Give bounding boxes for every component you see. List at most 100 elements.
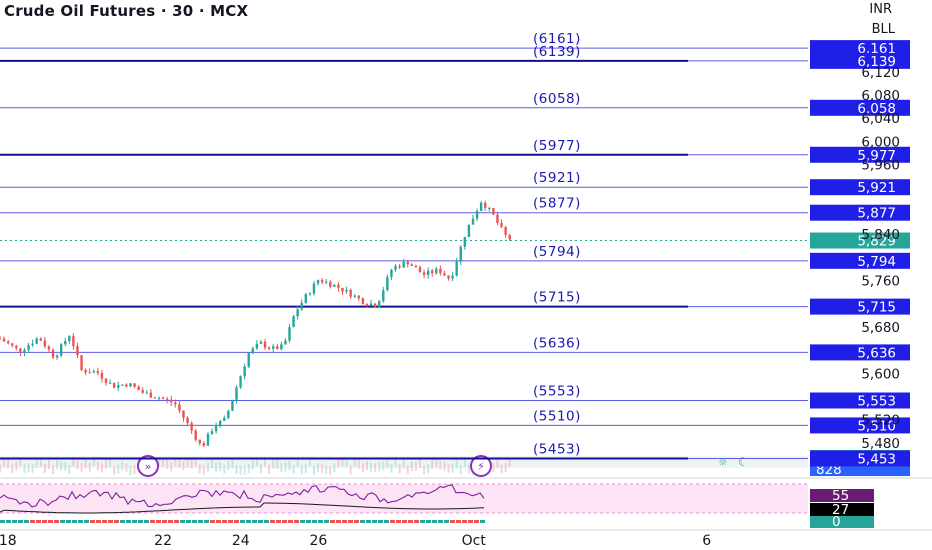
candle-body	[394, 265, 397, 270]
volume-bar	[357, 459, 360, 469]
trend-strip	[300, 520, 305, 523]
date-tick-18: 18	[0, 533, 17, 549]
volume-bar	[170, 462, 173, 472]
volume-bar	[386, 459, 389, 469]
candle-body	[447, 275, 450, 279]
candle-body	[223, 417, 226, 421]
candle-body	[292, 316, 295, 328]
volume-bar	[455, 459, 458, 469]
candle-body	[145, 392, 148, 394]
volume-bar	[365, 461, 368, 471]
volume-bar	[370, 462, 373, 472]
candle-body	[471, 218, 475, 225]
moon-icon: ☾	[738, 455, 749, 469]
trend-strip	[222, 520, 227, 523]
trend-strip	[234, 520, 239, 523]
candle-body	[170, 399, 173, 403]
volume-bar	[439, 460, 442, 470]
trend-strip	[288, 520, 293, 523]
candle-body	[133, 383, 136, 387]
candle-body	[479, 202, 483, 211]
level-tag-5715: 5,715	[857, 300, 896, 316]
candle-body	[112, 382, 116, 388]
volume-bar	[223, 464, 226, 474]
volume-bar	[15, 461, 18, 471]
candle-body	[84, 370, 87, 373]
candle-body	[337, 284, 340, 288]
rsi-tag-2: 27	[832, 502, 849, 518]
volume-bar	[292, 464, 295, 474]
rsi-signal-line	[0, 502, 485, 514]
volume-bar	[500, 464, 503, 474]
volume-pane: »⚡☼☾830828	[0, 449, 910, 478]
chart-title: Crude Oil Futures · 30 · MCX	[4, 2, 249, 20]
volume-bar	[182, 461, 185, 471]
volume-bar	[467, 464, 470, 474]
candle-body	[373, 303, 377, 307]
volume-bar	[361, 463, 364, 473]
volume-bar	[317, 463, 320, 473]
trend-strip	[276, 520, 281, 523]
volume-bar	[231, 459, 234, 469]
trend-strip	[444, 520, 449, 523]
trend-strip	[372, 520, 377, 523]
volume-bar	[451, 463, 454, 473]
trend-strip	[60, 520, 65, 523]
candle-body	[141, 390, 144, 393]
trend-strip	[270, 520, 275, 523]
currency-label[interactable]: INR	[869, 2, 892, 17]
candle-body	[418, 267, 422, 273]
candle-body	[276, 346, 279, 350]
volume-bar	[321, 464, 324, 474]
trend-strip	[24, 520, 29, 523]
candle-body	[259, 341, 263, 344]
level-tag-bg-5510	[810, 417, 910, 434]
candle-body	[320, 280, 324, 283]
level-label-5636: (5636)	[533, 335, 581, 351]
volume-bar	[394, 458, 397, 468]
trend-strip	[108, 520, 113, 523]
candle-body	[104, 378, 108, 383]
trend-strip	[126, 520, 131, 523]
level-tag-bg-5553	[810, 392, 910, 409]
trend-strip	[18, 520, 23, 523]
trend-strip	[204, 520, 209, 523]
trend-strip	[30, 520, 35, 523]
trend-strip	[474, 520, 479, 523]
level-tag-5977: 5,977	[857, 148, 896, 164]
candle-body	[365, 304, 369, 306]
trend-strip	[342, 520, 347, 523]
candle-body	[174, 402, 177, 405]
candle-body	[341, 287, 344, 292]
candle-body	[218, 420, 222, 427]
candle-body	[263, 341, 267, 348]
candle-body	[390, 269, 393, 278]
volume-bar	[80, 462, 83, 472]
level-tag-bg-6161	[810, 40, 910, 57]
volume-bar	[47, 460, 50, 470]
candle-body	[361, 298, 365, 305]
date-tick-Oct: Oct	[462, 533, 487, 549]
volume-bar	[353, 457, 356, 467]
candle-body	[100, 373, 104, 379]
volume-bar	[117, 464, 120, 474]
volume-bar	[414, 461, 417, 471]
candle-body	[251, 348, 255, 354]
trend-strip	[438, 520, 443, 523]
candle-body	[202, 443, 206, 446]
unit-label[interactable]: BLL	[871, 22, 895, 37]
trend-strip	[228, 520, 233, 523]
level-label-5715: (5715)	[533, 290, 581, 306]
volume-bar	[296, 457, 299, 467]
level-tag-5453: 5,453	[857, 451, 896, 467]
volume-bar	[31, 463, 34, 473]
volume-bar	[390, 463, 393, 473]
trend-strip	[246, 520, 251, 523]
price-tick: 5,680	[861, 320, 900, 336]
trend-strip	[72, 520, 77, 523]
candle-body	[308, 293, 312, 295]
trend-strip	[96, 520, 101, 523]
level-label-5510: (5510)	[533, 408, 581, 424]
trend-strip	[420, 520, 425, 523]
